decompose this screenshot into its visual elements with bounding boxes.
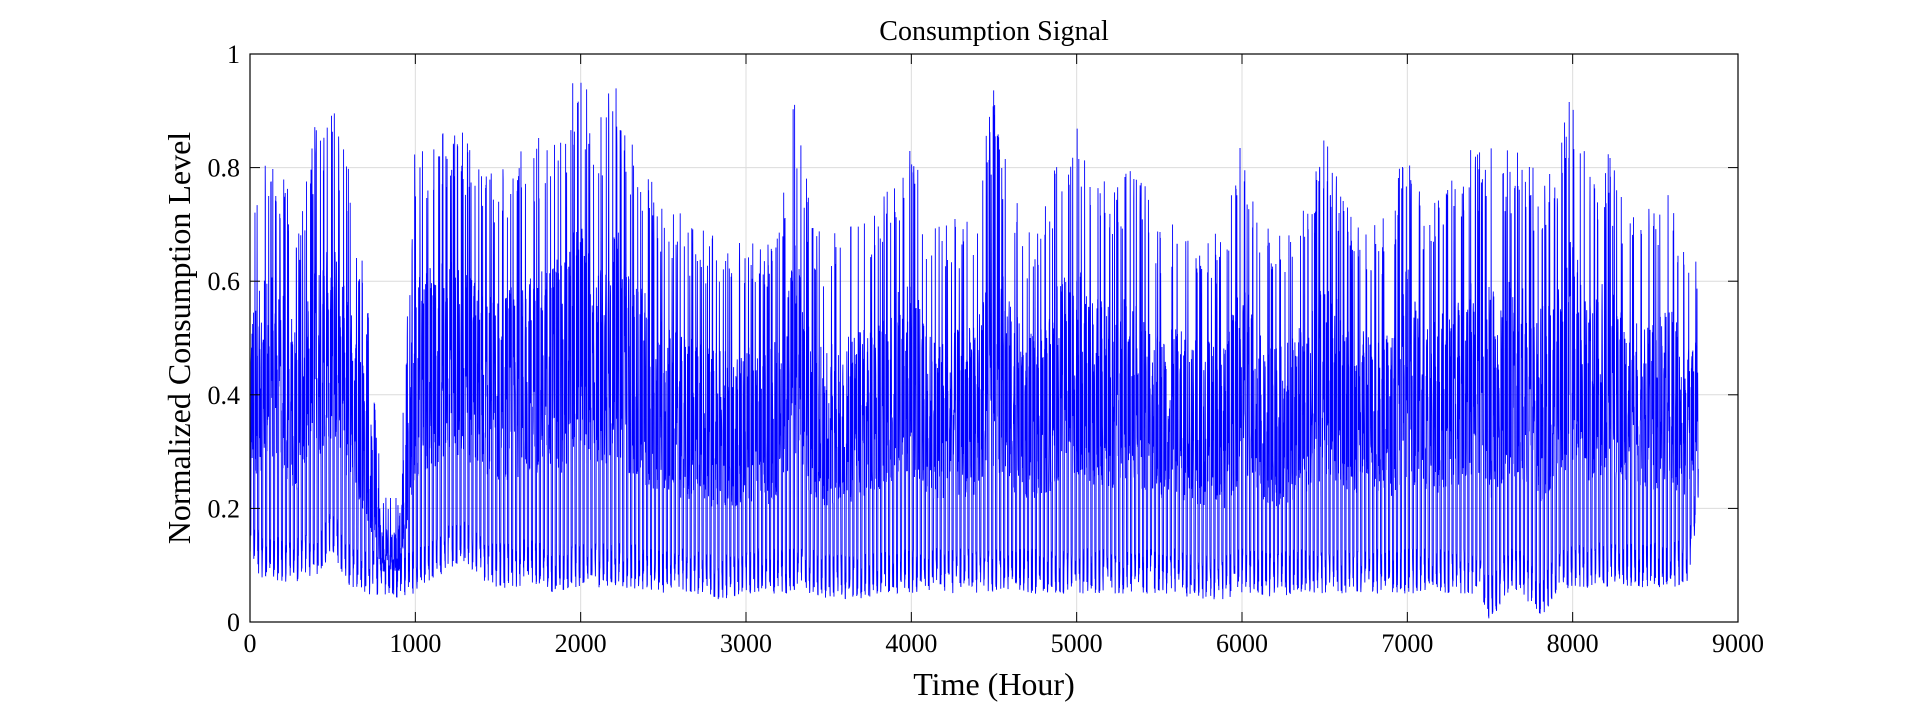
y-tick-label: 1: [227, 40, 240, 69]
y-tick-label: 0.4: [208, 381, 241, 410]
ticks: 0 1000 2000 3000 4000 5000 6000 7000 8000 9000 0 0.…: [208, 40, 1765, 658]
plot-area: [250, 82, 1699, 619]
y-tick-label: 0.2: [208, 494, 241, 523]
x-tick-label: 8000: [1547, 629, 1599, 658]
x-tick-label: 6000: [1216, 629, 1268, 658]
x-tick-label: 4000: [885, 629, 937, 658]
x-tick-label: 9000: [1712, 629, 1764, 658]
axes-box: [249, 53, 1739, 623]
y-tick-label: 0.8: [208, 154, 241, 183]
x-tick-label: 5000: [1051, 629, 1103, 658]
x-tick-label: 1000: [389, 629, 441, 658]
x-tick-label: 0: [244, 629, 257, 658]
y-tick-label: 0: [227, 608, 240, 637]
series-line: [250, 82, 1699, 619]
x-tick-label: 2000: [555, 629, 607, 658]
y-tick-label: 0.6: [208, 267, 241, 296]
x-tick-label: 7000: [1381, 629, 1433, 658]
y-axis-label: Normalized Consumption Level: [161, 132, 197, 544]
x-tick-label: 3000: [720, 629, 772, 658]
chart-title: Consumption Signal: [879, 16, 1109, 47]
x-axis-label: Time (Hour): [913, 666, 1074, 702]
